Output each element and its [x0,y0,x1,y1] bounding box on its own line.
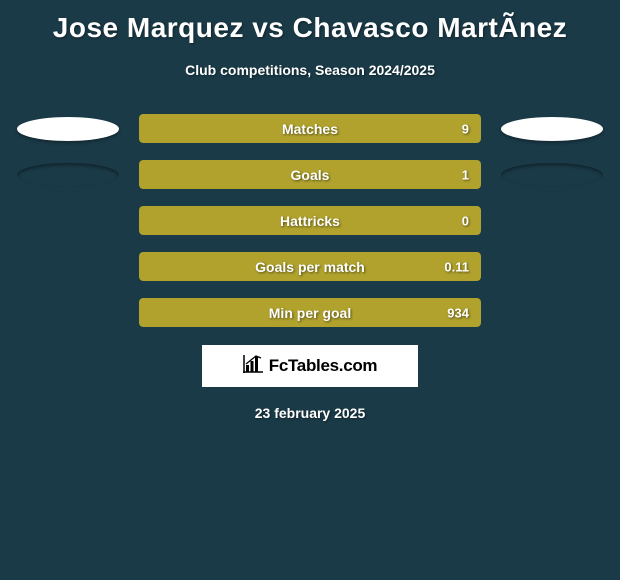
stat-bar: Hattricks 0 [139,206,481,235]
stat-label: Hattricks [280,213,340,229]
bar-chart-icon [243,355,263,378]
stat-value: 9 [462,121,469,136]
stat-value: 0.11 [444,259,469,274]
stat-value: 934 [447,305,469,320]
stat-bar: Goals per match 0.11 [139,252,481,281]
stat-bar: Min per goal 934 [139,298,481,327]
stat-bar: Matches 9 [139,114,481,143]
logo-text: FcTables.com [269,356,378,376]
stat-label: Goals [291,167,330,183]
page-subtitle: Club competitions, Season 2024/2025 [0,62,620,78]
stats-container: Matches 9 Goals 1 Hattricks 0 Goals per … [0,114,620,327]
player-left-ellipse [17,163,119,187]
stat-row: Goals per match 0.11 [0,252,620,281]
player-right-ellipse [501,117,603,141]
stat-label: Min per goal [269,305,351,321]
stat-value: 1 [462,167,469,182]
player-right-ellipse [501,163,603,187]
stat-row: Hattricks 0 [0,206,620,235]
player-left-ellipse [17,117,119,141]
stat-value: 0 [462,213,469,228]
stat-row: Matches 9 [0,114,620,143]
stat-label: Matches [282,121,338,137]
stat-label: Goals per match [255,259,365,275]
logo-box: FcTables.com [202,345,418,387]
page-title: Jose Marquez vs Chavasco MartÃ­nez [0,0,620,44]
stat-row: Goals 1 [0,160,620,189]
stat-row: Min per goal 934 [0,298,620,327]
date-text: 23 february 2025 [0,405,620,421]
stat-bar: Goals 1 [139,160,481,189]
